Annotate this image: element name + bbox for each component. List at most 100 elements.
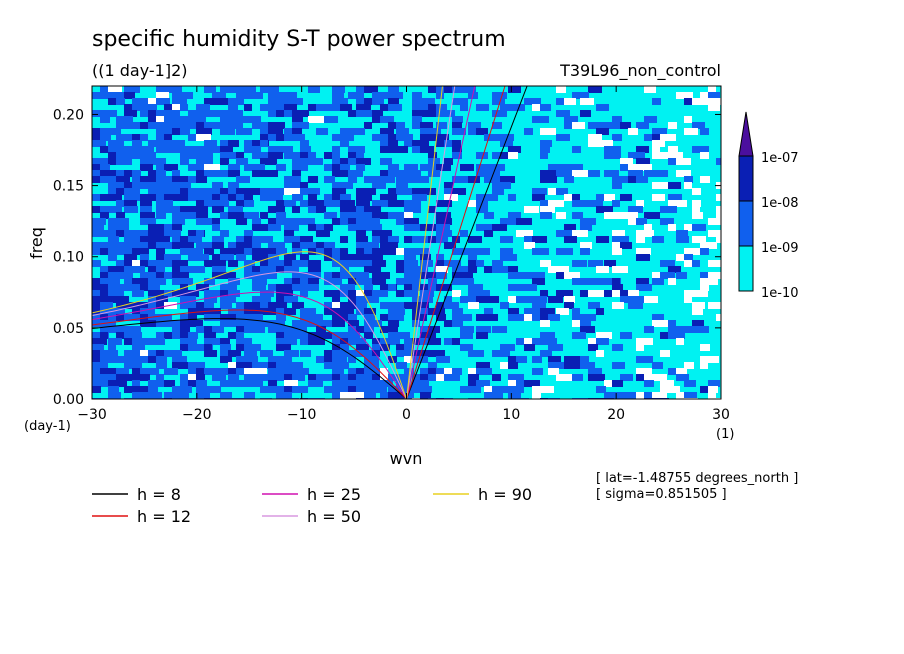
heat-cell (252, 278, 267, 285)
heat-cell (388, 302, 404, 309)
heat-cell (340, 164, 350, 171)
heat-cell (172, 116, 181, 123)
heat-cell (300, 278, 314, 285)
heat-cell (172, 122, 189, 129)
heat-cell (380, 374, 388, 381)
heat-cell (604, 290, 616, 297)
heat-cell (124, 134, 133, 141)
heat-cell (404, 260, 418, 267)
heat-cell (612, 290, 620, 297)
heat-cell (380, 248, 389, 255)
heat-cell (652, 134, 665, 141)
heat-cell (108, 254, 117, 261)
heat-cell (668, 182, 681, 189)
heat-cell (388, 326, 398, 333)
heat-cell (172, 362, 185, 369)
heat-cell (468, 290, 477, 297)
heat-cell (388, 332, 402, 339)
heat-cell (172, 206, 183, 213)
heat-cell (492, 224, 507, 231)
heat-cell (180, 242, 194, 249)
heat-cell (108, 284, 119, 291)
heat-cell (332, 98, 348, 105)
heat-cell (284, 92, 297, 99)
heat-cell (692, 260, 700, 267)
heat-cell (156, 206, 166, 213)
heat-cell (228, 320, 237, 327)
heat-cell (324, 374, 336, 381)
heat-cell (212, 200, 229, 207)
heat-cell (364, 242, 379, 249)
heat-cell (172, 98, 187, 105)
heat-cell (644, 170, 658, 177)
heat-cell (676, 236, 689, 243)
heat-cell (580, 224, 592, 231)
heat-cell (468, 260, 481, 267)
y-tick-label-1: 0.05 (53, 321, 84, 337)
heat-cell (364, 224, 378, 231)
heat-cell (228, 212, 244, 219)
heat-cell (156, 314, 172, 321)
heat-cell (580, 248, 590, 255)
heat-cell (228, 206, 243, 213)
heat-cell (468, 380, 478, 387)
heat-cell (644, 296, 658, 303)
heat-cell (460, 272, 473, 279)
heat-cell (196, 380, 207, 387)
heat-cell (492, 386, 500, 393)
heat-cell (196, 146, 208, 153)
heat-cell (292, 386, 308, 393)
heat-cell (116, 260, 126, 267)
heat-cell (524, 314, 537, 321)
heat-cell (236, 254, 246, 261)
heat-cell (508, 194, 516, 201)
heat-cell (492, 92, 507, 99)
heat-cell (108, 182, 121, 189)
heat-cell (420, 224, 437, 231)
heat-cell (188, 368, 196, 375)
heat-cell (164, 290, 176, 297)
heat-cell (620, 374, 633, 381)
heat-cell (196, 374, 205, 381)
heat-cell (364, 326, 374, 333)
heat-cell (100, 362, 108, 369)
heat-cell (140, 392, 153, 399)
heat-cell (244, 356, 258, 363)
heat-cell (588, 260, 603, 267)
heat-cell (612, 284, 623, 291)
heat-cell (148, 338, 165, 345)
heat-cell (172, 272, 189, 279)
heat-cell (172, 278, 186, 285)
heat-cell (364, 260, 374, 267)
heat-cell (364, 368, 380, 375)
heat-cell (428, 110, 439, 117)
heat-cell (676, 272, 687, 279)
heat-cell (412, 188, 428, 195)
heat-cell (468, 200, 476, 207)
heat-cell (196, 212, 208, 219)
heat-cell (148, 218, 156, 225)
heat-cell (164, 140, 177, 147)
heat-cell (652, 146, 660, 153)
dispersion-rossby-3 (92, 271, 407, 399)
heat-cell (700, 284, 709, 291)
heat-cell (276, 284, 285, 291)
heat-cell (108, 128, 121, 135)
heat-cell (716, 194, 721, 201)
heat-cell (364, 266, 381, 273)
heat-cell (644, 116, 657, 123)
heat-cell (644, 230, 654, 237)
heat-cell (364, 392, 376, 399)
heat-cell (468, 236, 482, 243)
heat-cell (196, 116, 206, 123)
heat-cell (148, 266, 159, 273)
heat-cell (572, 308, 580, 315)
heat-cell (372, 224, 382, 231)
heat-cell (292, 158, 304, 165)
heat-cell (196, 128, 204, 135)
heat-cell (372, 212, 389, 219)
heat-cell (652, 98, 661, 105)
heat-cell (324, 350, 332, 357)
heat-cell (268, 158, 277, 165)
heat-cell (708, 86, 716, 93)
